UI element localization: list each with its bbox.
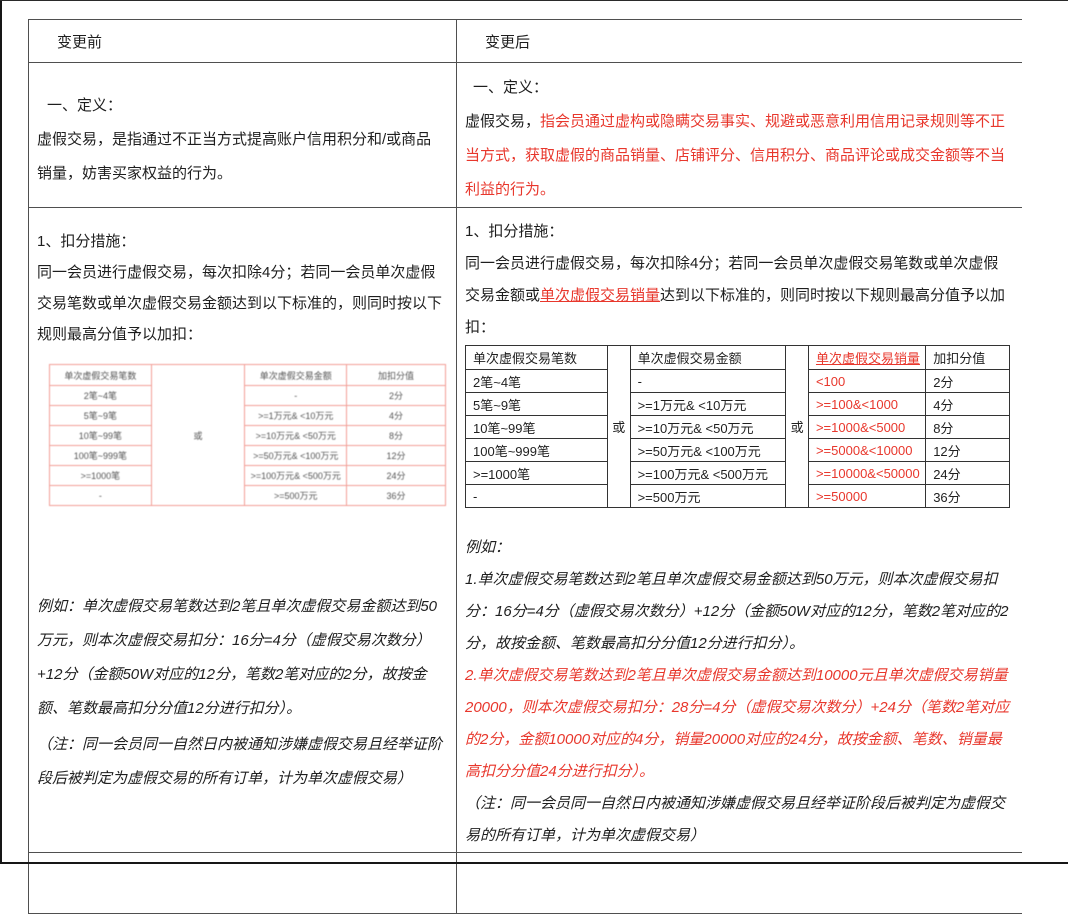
cell-score: 36分 [925, 484, 1010, 508]
cell-sales: <100 [807, 369, 927, 393]
before-measures-body: 同一会员进行虚假交易，每次扣除4分；若同一会员单次虚假交易笔数或单次虚假交易金额… [37, 264, 443, 343]
cell-sales: >=1000&<5000 [807, 415, 927, 439]
before-col-header-count: 单次虚假交易笔数 [49, 364, 152, 386]
cell-score: 24分 [346, 465, 446, 486]
cell-count: 100笔~999笔 [49, 445, 152, 466]
cell-amount: >=100万元& <500万元 [244, 465, 348, 486]
after-measures-body-red: 单次虚假交易销量 [540, 287, 661, 304]
after-measures-title: 1、扣分措施： [465, 223, 564, 240]
cell-count: 2笔~4笔 [465, 369, 608, 393]
after-definition-title: 一、定义： [473, 79, 549, 96]
before-note: （注：同一会员同一自然日内被通知涉嫌虚假交易且经举证阶段后被判定为虚假交易的所有… [37, 736, 443, 787]
cell-amount: >=10万元& <50万元 [244, 425, 348, 446]
table-row: 100笔~999笔 >=50万元& <100万元 >=5000&<10000 1… [465, 438, 1010, 462]
after-col-header-amount: 单次虚假交易金额 [629, 345, 787, 370]
after-definition-red-text: 指会员通过虚构或隐瞒交易事实、规避或恶意利用信用记录规则等不正当方式，获取虚假的… [465, 113, 1006, 198]
after-col-header-sales: 单次虚假交易销量 [807, 345, 927, 370]
table-row: 2笔~4笔 - <100 2分 [465, 369, 1010, 393]
after-definition-cell: 一、定义： 虚假交易，指会员通过虚构或隐瞒交易事实、规避或恶意利用信用记录规则等… [457, 63, 1022, 208]
before-example: 例如：单次虚假交易笔数达到2笔且单次虚假交易金额达到50万元，则本次虚假交易扣分… [37, 598, 438, 717]
after-definition-body: 虚假交易，指会员通过虚构或隐瞒交易事实、规避或恶意利用信用记录规则等不正当方式，… [465, 105, 1010, 207]
table-row: - >=500万元 36分 [49, 485, 446, 506]
cell-sales: >=10000&<50000 [807, 461, 927, 485]
cell-amount: >=10万元& <50万元 [629, 415, 787, 439]
cell-amount: >=1万元& <10万元 [244, 405, 348, 426]
cell-amount: >=500万元 [244, 485, 348, 506]
after-measures-body-2: 达到以下标准的，则同时按以下规则最高分值予以加扣： [465, 287, 1006, 336]
cell-amount: >=50万元& <100万元 [244, 445, 348, 466]
cell-sales: >=100&<1000 [807, 392, 927, 416]
after-scoring-table: 单次虚假交易笔数 或 单次虚假交易金额 或 单次虚假交易销量 加扣分值 2笔~4… [465, 345, 1010, 508]
cell-score: 8分 [346, 425, 446, 446]
cell-count: 100笔~999笔 [465, 438, 608, 462]
cell-score: 4分 [925, 392, 1010, 416]
after-example-2: 2.单次虚假交易笔数达到2笔且单次虚假交易金额达到10000元且单次虚假交易销量… [465, 667, 1010, 780]
cell-count: - [49, 485, 152, 506]
cell-amount: >=100万元& <500万元 [629, 461, 787, 485]
cell-count: 2笔~4笔 [49, 385, 152, 406]
before-measures-title: 1、扣分措施： [37, 233, 136, 250]
before-col-header-amount: 单次虚假交易金额 [244, 364, 348, 386]
column-header-before: 变更前 [29, 20, 457, 63]
after-or-cell-2: 或 [785, 345, 809, 508]
cell-sales: >=5000&<10000 [807, 438, 927, 462]
cell-amount: >=50万元& <100万元 [629, 438, 787, 462]
cell-amount: - [244, 385, 348, 406]
table-row: 10笔~99笔 >=10万元& <50万元 >=1000&<5000 8分 [465, 415, 1010, 439]
cell-score: 12分 [925, 438, 1010, 462]
table-row: 5笔~9笔 >=1万元& <10万元 4分 [49, 405, 446, 426]
after-col-header-score: 加扣分值 [925, 345, 1010, 370]
after-example-label: 例如： [465, 539, 511, 556]
table-row: - >=500万元 >=50000 36分 [465, 484, 1010, 508]
table-row: >=1000笔 >=100万元& <500万元 >=10000&<50000 2… [465, 461, 1010, 485]
cell-count: 5笔~9笔 [49, 405, 152, 426]
cell-score: 4分 [346, 405, 446, 426]
after-note: （注：同一会员同一自然日内被通知涉嫌虚假交易且经举证阶段后被判定为虚假交易的所有… [465, 795, 1006, 844]
after-definition-lead: 虚假交易， [465, 113, 541, 130]
screen-edge-top [0, 0, 1068, 1]
cell-count: 10笔~99笔 [49, 425, 152, 446]
before-definition-title: 一、定义： [47, 97, 123, 114]
before-definition-body: 虚假交易，是指通过不正当方式提高账户信用积分和/或商品销量，妨害买家权益的行为。 [37, 131, 432, 182]
cell-count: 5笔~9笔 [465, 392, 608, 416]
cell-score: 12分 [346, 445, 446, 466]
table-row: 5笔~9笔 >=1万元& <10万元 >=100&<1000 4分 [465, 392, 1010, 416]
after-measures-body: 同一会员进行虚假交易，每次扣除4分；若同一会员单次虚假交易笔数或单次虚假交易金额… [465, 248, 1010, 344]
after-col-header-count: 单次虚假交易笔数 [465, 345, 608, 370]
after-or-cell-1: 或 [606, 345, 631, 508]
table-row: 10笔~99笔 >=10万元& <50万元 8分 [49, 425, 446, 446]
before-scoring-table-image: 单次虚假交易笔数 或 单次虚假交易金额 加扣分值 2笔~4笔 - 2分 5笔~9… [49, 364, 446, 506]
table-row: >=1000笔 >=100万元& <500万元 24分 [49, 465, 446, 486]
screen-edge-left [0, 0, 2, 864]
cell-score: 2分 [346, 385, 446, 406]
cell-score: 36分 [346, 485, 446, 506]
before-col-header-score: 加扣分值 [346, 364, 446, 386]
cell-count: - [465, 484, 608, 508]
change-comparison-table: 变更前 变更后 一、定义： 虚假交易，是指通过不正当方式提高账户信用积分和/或商… [28, 19, 1022, 914]
cell-amount: - [629, 369, 787, 393]
cell-score: 24分 [925, 461, 1010, 485]
cell-count: >=1000笔 [49, 465, 152, 486]
cell-amount: >=500万元 [629, 484, 787, 508]
cell-amount: >=1万元& <10万元 [629, 392, 787, 416]
after-measures-body-1: 同一会员进行虚假交易，每次扣除4分；若同一会员单次虚假交易笔数或单次虚假交易金额… [465, 255, 999, 304]
cell-count: >=1000笔 [465, 461, 608, 485]
after-example-1: 1.单次虚假交易笔数达到2笔且单次虚假交易金额达到50万元，则本次虚假交易扣分：… [465, 571, 1009, 652]
before-or-cell: 或 [150, 364, 246, 506]
cell-count: 10笔~99笔 [465, 415, 608, 439]
screen-edge-bottom [0, 862, 1068, 864]
cell-score: 8分 [925, 415, 1010, 439]
before-definition-cell: 一、定义： 虚假交易，是指通过不正当方式提高账户信用积分和/或商品销量，妨害买家… [29, 63, 457, 208]
table-row: 2笔~4笔 - 2分 [49, 385, 446, 406]
after-measures-cell: 1、扣分措施： 同一会员进行虚假交易，每次扣除4分；若同一会员单次虚假交易笔数或… [457, 208, 1022, 853]
before-measures-cell: 1、扣分措施： 同一会员进行虚假交易，每次扣除4分；若同一会员单次虚假交易笔数或… [29, 208, 457, 853]
cell-score: 2分 [925, 369, 1010, 393]
table-row: 100笔~999笔 >=50万元& <100万元 12分 [49, 445, 446, 466]
column-header-after: 变更后 [457, 20, 1022, 63]
cell-sales: >=50000 [807, 484, 927, 508]
